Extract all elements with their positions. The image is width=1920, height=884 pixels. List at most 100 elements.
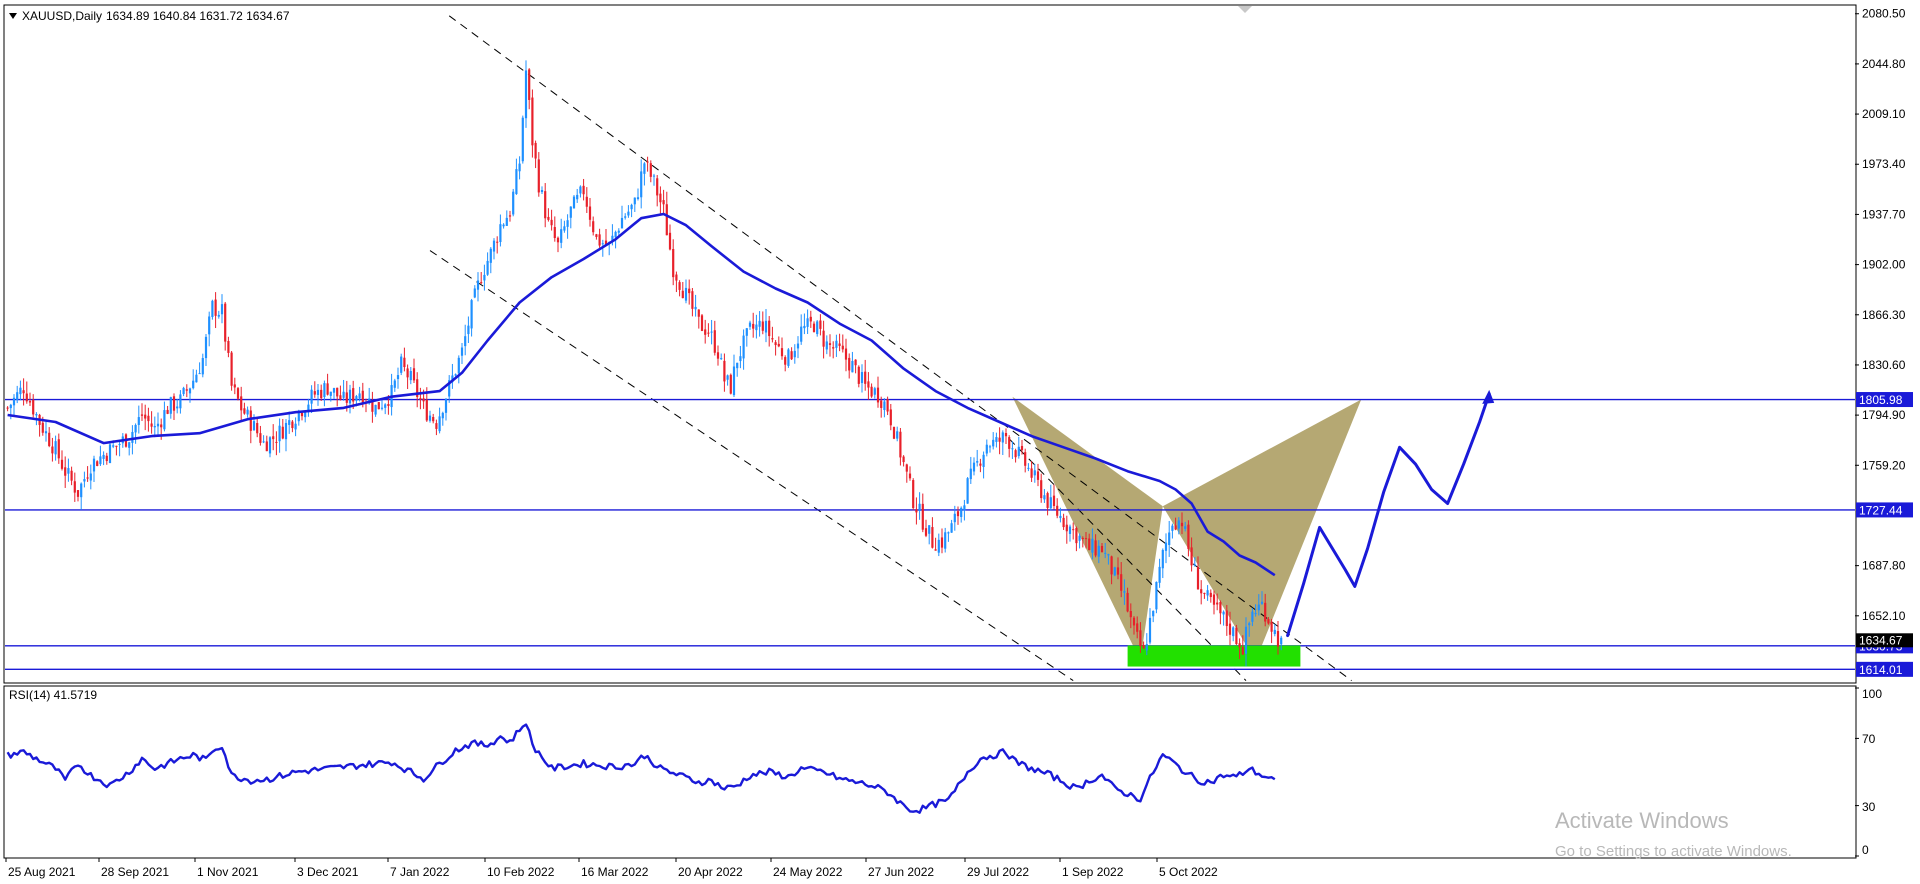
candle-body	[1068, 526, 1072, 534]
candle	[377, 401, 380, 410]
candle-body	[169, 397, 172, 414]
candle-body	[576, 194, 579, 200]
candle	[1059, 507, 1062, 523]
candle	[358, 386, 361, 402]
candle	[646, 156, 649, 172]
candle	[793, 344, 796, 364]
candle-body	[697, 309, 700, 317]
candle-body	[1152, 610, 1155, 617]
candle	[96, 460, 99, 467]
candle-body	[307, 404, 310, 411]
candle	[822, 320, 825, 359]
candle-body	[224, 303, 227, 342]
candle	[540, 186, 544, 195]
candle-body	[947, 532, 950, 534]
candle-body	[1257, 604, 1260, 611]
candle-body	[444, 399, 448, 413]
candle-body	[604, 240, 608, 246]
candle	[137, 405, 140, 434]
candle	[1030, 461, 1033, 482]
candle	[9, 403, 12, 420]
candle	[668, 224, 672, 251]
candle	[201, 353, 204, 378]
candle-body	[288, 420, 291, 425]
candle	[198, 362, 201, 375]
candle	[246, 406, 249, 418]
candle	[1014, 448, 1017, 463]
projection-arrow-icon	[1482, 389, 1495, 404]
candle	[1270, 618, 1273, 644]
candle-body	[966, 478, 969, 504]
candle-body	[9, 404, 12, 409]
candle-body	[537, 159, 540, 193]
candle	[630, 203, 633, 218]
candle	[771, 326, 774, 343]
time-tick-label: 3 Dec 2021	[297, 865, 359, 879]
candle-body	[659, 193, 662, 203]
candle-body	[860, 372, 864, 384]
price-tick-label: 1830.60	[1862, 358, 1906, 372]
candle-body	[179, 394, 182, 409]
price-tick-label: 1652.10	[1862, 609, 1906, 623]
candle-body	[32, 399, 35, 415]
candle-body	[1225, 610, 1228, 627]
candle-body	[1190, 547, 1193, 566]
candle-body	[332, 388, 336, 393]
candle	[1116, 557, 1120, 580]
candle-body	[403, 357, 406, 368]
candle	[128, 441, 131, 456]
candle-body	[1216, 602, 1219, 605]
candle	[416, 372, 419, 408]
candle	[1280, 635, 1283, 651]
candle-body	[870, 386, 873, 397]
candle	[444, 398, 448, 421]
candle-body	[1014, 450, 1017, 458]
candle	[105, 452, 108, 465]
candle	[992, 432, 995, 450]
candle	[995, 432, 998, 448]
candle	[857, 365, 860, 388]
candle-body	[995, 437, 998, 442]
candle-body	[841, 345, 844, 350]
candle	[1078, 533, 1081, 549]
candle-body	[1113, 567, 1116, 576]
candle	[531, 89, 534, 158]
candle	[649, 160, 652, 183]
chart-menu-icon[interactable]	[9, 13, 17, 19]
price-level-value: 1727.44	[1859, 503, 1903, 517]
candle-body	[147, 415, 150, 422]
rsi-line	[6, 723, 1276, 814]
candle-body	[1260, 601, 1264, 604]
candle	[118, 439, 121, 457]
candle-body	[672, 249, 675, 278]
candle	[73, 472, 76, 502]
candle-body	[793, 350, 796, 358]
candle	[633, 197, 636, 212]
candle-body	[1046, 493, 1049, 508]
candle-body	[1030, 468, 1033, 478]
candle	[236, 387, 240, 401]
candle	[732, 354, 736, 397]
candle	[1036, 463, 1040, 487]
candle	[774, 340, 777, 356]
time-tick-label: 24 May 2022	[773, 865, 843, 879]
candle-body	[768, 320, 771, 337]
candle-body	[486, 260, 489, 275]
candle	[1244, 617, 1248, 667]
scroll-marker-icon[interactable]	[1238, 6, 1252, 13]
candle-body	[195, 374, 198, 383]
chart-symbol: XAUUSD,Daily	[22, 9, 102, 23]
candle	[1235, 624, 1238, 645]
candle-body	[1075, 527, 1078, 544]
candle	[1200, 580, 1203, 605]
candle	[1100, 543, 1104, 553]
candle	[259, 425, 262, 446]
candle	[592, 216, 595, 236]
candle	[60, 450, 64, 471]
candle	[342, 379, 345, 401]
candle	[227, 336, 230, 358]
candle	[291, 420, 294, 433]
candle-body	[1164, 542, 1168, 551]
candle-body	[1203, 592, 1206, 594]
